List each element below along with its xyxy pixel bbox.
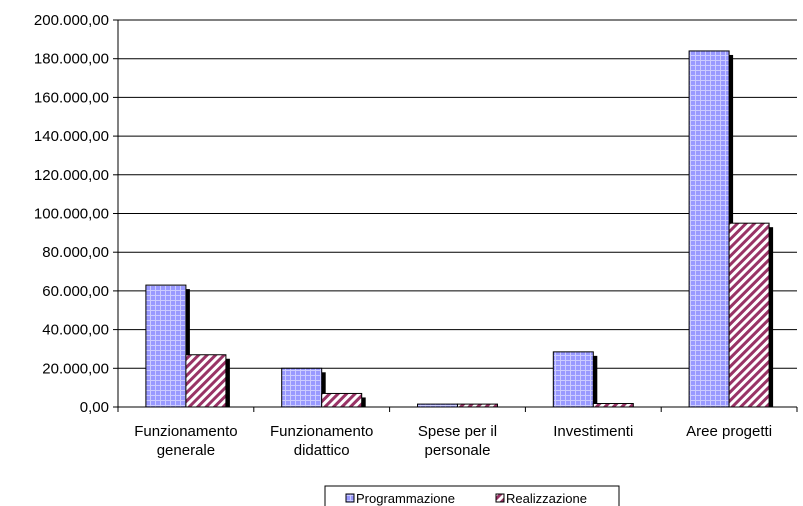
legend: Programmazione Realizzazione — [324, 485, 620, 506]
legend-swatch — [495, 493, 505, 503]
y-tick-label: 180.000,00 — [34, 51, 109, 68]
legend-label: Realizzazione — [506, 491, 587, 506]
bar-realizzazione — [185, 354, 227, 408]
bar-shadow — [769, 227, 774, 407]
bar-shadow — [593, 355, 598, 407]
bar-programmazione — [552, 351, 594, 408]
y-tick-label: 60.000,00 — [42, 283, 109, 300]
gridlines — [118, 19, 797, 369]
y-tick-label: 80.000,00 — [42, 244, 109, 261]
x-axis: Funzionamento generale Funzionamento didatt… — [117, 406, 798, 459]
y-tick-label: 100.000,00 — [34, 206, 109, 223]
x-category-label: Investimenti — [553, 423, 633, 440]
bars — [145, 50, 774, 408]
bar-programmazione — [145, 284, 187, 408]
bar-realizzazione — [592, 403, 634, 408]
x-category-label: Spese per il personale — [418, 423, 497, 459]
bar-realizzazione — [321, 392, 363, 408]
bar-realizzazione — [728, 222, 770, 408]
y-tick-label: 200.000,00 — [34, 12, 109, 29]
y-tick-label: 20.000,00 — [42, 360, 109, 377]
y-axis: 0,00 20.000,00 40.000,00 60.000,00 80.000,00… — [34, 12, 119, 416]
y-tick-label: 140.000,00 — [34, 128, 109, 145]
legend-label: Programmazione — [356, 491, 455, 506]
y-tick-label: 40.000,00 — [42, 322, 109, 339]
y-tick-label: 0,00 — [80, 399, 109, 416]
legend-box — [324, 485, 620, 506]
bar-shadow — [225, 358, 230, 407]
x-category-label: Funzionamento didattico — [270, 423, 373, 459]
bar-programmazione — [281, 367, 323, 408]
bar-programmazione — [688, 50, 730, 408]
y-tick-label: 120.000,00 — [34, 167, 109, 184]
x-category-label: Funzionamento generale — [134, 423, 237, 459]
y-tick-label: 160.000,00 — [34, 89, 109, 106]
legend-swatch — [345, 493, 355, 503]
bar-shadow — [361, 397, 366, 407]
x-category-label: Aree progetti — [686, 423, 772, 440]
bar-shadow — [185, 289, 190, 407]
bar-shadow — [321, 372, 326, 407]
